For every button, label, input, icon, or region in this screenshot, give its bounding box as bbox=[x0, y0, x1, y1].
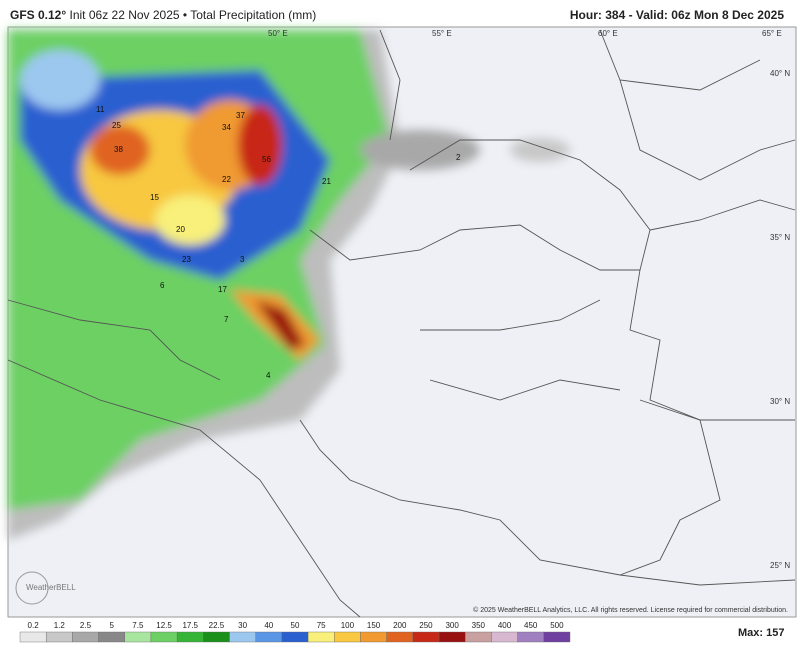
colorbar-cell bbox=[176, 631, 204, 643]
colorbar: 0.2 1.2 2.5 5 7.5 12.5 17.5 22.5 30 40 50 75 100 150 2… bbox=[19, 621, 571, 643]
colorbar-cell bbox=[72, 631, 99, 643]
colorbar-cell bbox=[98, 631, 125, 643]
lat-label: 40° N bbox=[770, 69, 790, 78]
colorbar-label: 17.5 bbox=[182, 621, 198, 630]
lon-label: 60° E bbox=[598, 29, 618, 38]
lon-label: 50° E bbox=[268, 29, 288, 38]
colorbar-label: 100 bbox=[341, 621, 355, 630]
colorbar-cell bbox=[19, 631, 47, 643]
point-value: 23 bbox=[182, 255, 191, 264]
lat-label: 35° N bbox=[770, 233, 790, 242]
point-value: 17 bbox=[218, 285, 227, 294]
colorbar-cell bbox=[150, 631, 178, 643]
point-value: 11 bbox=[96, 105, 105, 114]
point-value: 6 bbox=[160, 281, 165, 290]
colorbar-label: 5 bbox=[109, 621, 114, 630]
logo: WeatherBELL bbox=[26, 583, 76, 592]
point-value: 3 bbox=[240, 255, 245, 264]
colorbar-label: 7.5 bbox=[132, 621, 144, 630]
run-info: Init 06z 22 Nov 2025 • Total Precipitati… bbox=[69, 8, 317, 22]
colorbar-label: 200 bbox=[393, 621, 407, 630]
header-right: Hour: 384 - Valid: 06z Mon 8 Dec 2025 bbox=[570, 8, 784, 22]
colorbar-cell bbox=[281, 631, 309, 643]
model: GFS 0.12° bbox=[10, 8, 67, 22]
lon-label: 65° E bbox=[762, 29, 782, 38]
colorbar-cell bbox=[438, 631, 466, 643]
point-value: 34 bbox=[222, 123, 231, 132]
colorbar-cell bbox=[517, 631, 545, 643]
colorbar-label: 30 bbox=[238, 621, 247, 630]
colorbar-cell bbox=[45, 631, 73, 643]
point-value: 21 bbox=[322, 177, 331, 186]
colorbar-label: 40 bbox=[264, 621, 273, 630]
colorbar-cell bbox=[412, 631, 440, 643]
point-value: 37 bbox=[236, 111, 245, 120]
point-value: 38 bbox=[114, 145, 123, 154]
colorbar-label: 22.5 bbox=[209, 621, 225, 630]
colorbar-label: 2.5 bbox=[80, 621, 92, 630]
colorbar-cell bbox=[360, 631, 387, 643]
colorbar-label: 400 bbox=[498, 621, 512, 630]
point-values: 37 34 56 38 25 22 21 15 20 23 3 17 7 4 2… bbox=[96, 105, 461, 380]
colorbar-cell bbox=[491, 631, 518, 643]
colorbar-label: 250 bbox=[419, 621, 433, 630]
lon-label: 55° E bbox=[432, 29, 452, 38]
colorbar-cell bbox=[229, 631, 256, 643]
colorbar-cell bbox=[203, 631, 230, 643]
point-value: 4 bbox=[266, 371, 271, 380]
point-value: 56 bbox=[262, 155, 271, 164]
max-label: Max: 157 bbox=[738, 627, 784, 639]
lat-label: 25° N bbox=[770, 561, 790, 570]
precip-field bbox=[8, 30, 570, 540]
colorbar-label: 1.2 bbox=[54, 621, 66, 630]
borders bbox=[7, 29, 796, 618]
colorbar-label: 150 bbox=[367, 621, 381, 630]
colorbar-label: 300 bbox=[445, 621, 459, 630]
colorbar-label: 75 bbox=[317, 621, 326, 630]
lat-label: 30° N bbox=[770, 397, 790, 406]
colorbar-cell bbox=[124, 631, 152, 643]
colorbar-label: 450 bbox=[524, 621, 538, 630]
colorbar-label: 50 bbox=[291, 621, 300, 630]
colorbar-cell bbox=[386, 631, 414, 643]
colorbar-cell bbox=[307, 631, 335, 643]
valid-time: 06z Mon 8 Dec 2025 bbox=[671, 8, 784, 22]
logo-mark bbox=[15, 571, 49, 605]
colorbar-cell bbox=[465, 631, 492, 643]
header-left: GFS 0.12° Init 06z 22 Nov 2025 • Total P… bbox=[10, 8, 316, 22]
point-value: 2 bbox=[456, 153, 461, 162]
colorbar-cell bbox=[334, 631, 361, 643]
colorbar-label: 350 bbox=[472, 621, 486, 630]
copyright: © 2025 WeatherBELL Analytics, LLC. All r… bbox=[473, 606, 788, 614]
colorbar-label: 12.5 bbox=[156, 621, 172, 630]
colorbar-cell bbox=[255, 631, 283, 643]
point-value: 15 bbox=[150, 193, 159, 202]
colorbar-label: 0.2 bbox=[28, 621, 40, 630]
point-value: 20 bbox=[176, 225, 185, 234]
colorbar-cell bbox=[543, 631, 571, 643]
point-value: 25 bbox=[112, 121, 121, 130]
point-value: 7 bbox=[224, 315, 229, 324]
hour: Hour: 384 - Valid: bbox=[569, 8, 668, 22]
colorbar-label: 500 bbox=[550, 621, 564, 630]
point-value: 22 bbox=[222, 175, 231, 184]
